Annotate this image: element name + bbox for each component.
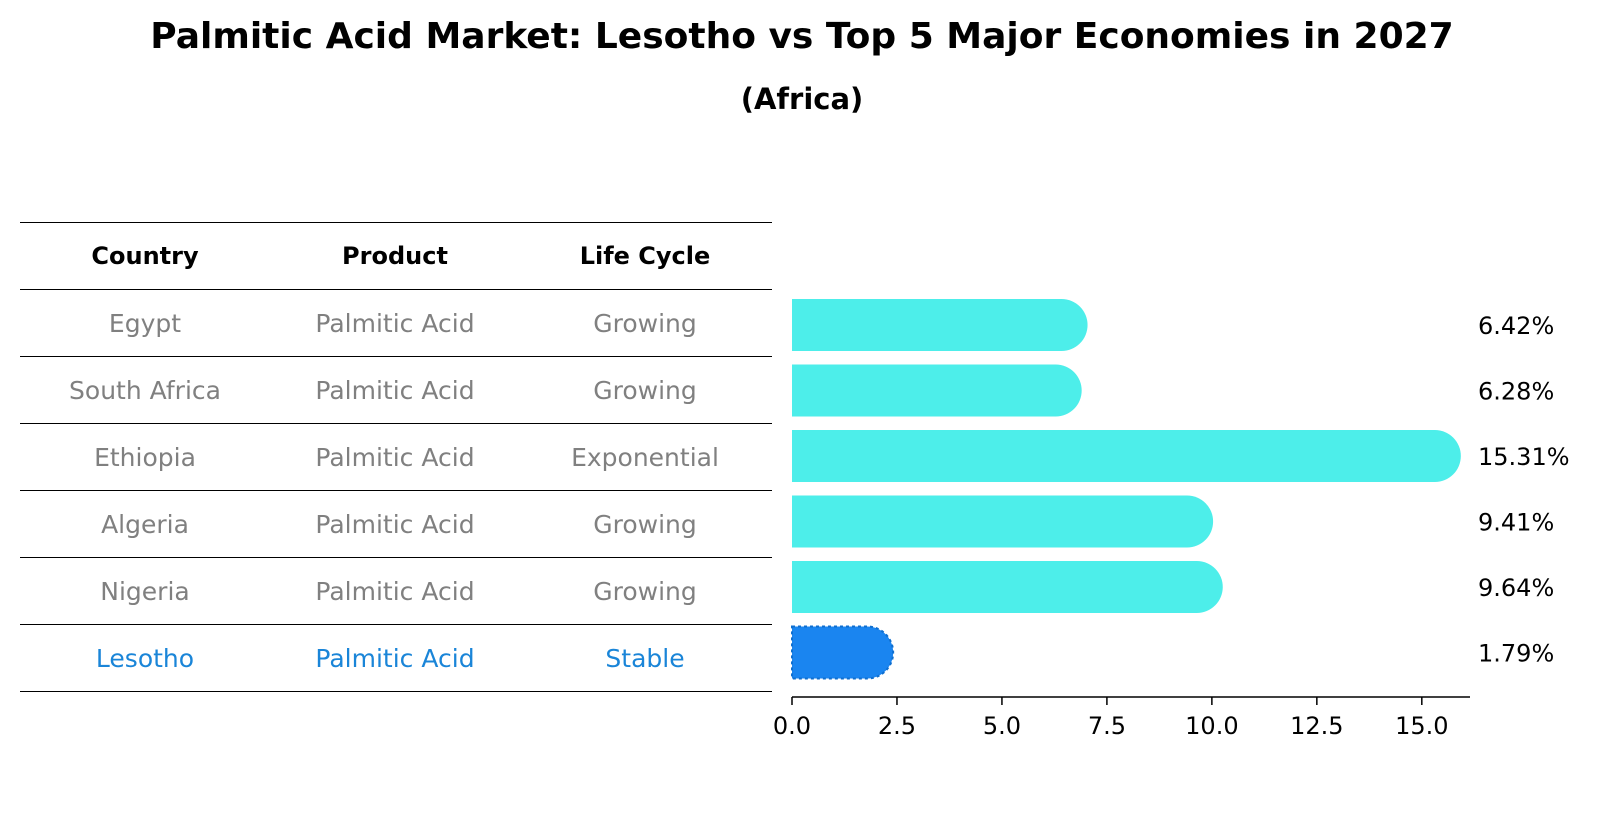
bar-value-label: 9.41%	[1478, 509, 1554, 537]
x-tick-label: 5.0	[983, 712, 1021, 740]
chart-subtitle: (Africa)	[740, 82, 864, 116]
column-header-product: Product	[342, 242, 448, 270]
x-tick-label: 0.0	[773, 712, 811, 740]
chart-title: Palmitic Acid Market: Lesotho vs Top 5 M…	[150, 16, 1454, 57]
table-row: South Africa Palmitic Acid Growing	[20, 356, 772, 423]
table-cell-life-cycle: Growing	[593, 509, 697, 539]
column-header-life-cycle: Life Cycle	[579, 242, 711, 270]
bar-algeria	[792, 495, 1214, 548]
table-cell-country: Lesotho	[95, 643, 195, 673]
bar-highlight-lesotho	[792, 626, 894, 679]
table-cell-life-cycle: Growing	[593, 308, 697, 338]
table-cell-product: Palmitic Acid	[315, 442, 475, 472]
table-row-highlighted: Lesotho Palmitic Acid Stable	[20, 624, 772, 692]
table-row: Ethiopia Palmitic Acid Exponential	[20, 423, 772, 490]
table-cell-life-cycle: Growing	[593, 375, 697, 405]
x-tick-label: 2.5	[878, 712, 916, 740]
data-table: Country Product Life Cycle Egypt Palmiti…	[20, 222, 772, 692]
bar-value-label: 9.64%	[1478, 574, 1554, 602]
bar-value-label: 1.79%	[1478, 640, 1554, 668]
table-cell-life-cycle: Growing	[593, 576, 697, 606]
bar-value-label: 15.31%	[1478, 443, 1570, 471]
table-header-row: Country Product Life Cycle	[20, 222, 772, 289]
bar-egypt	[792, 299, 1088, 351]
table-cell-country: Egypt	[108, 308, 182, 338]
x-tick-label: 12.5	[1290, 712, 1343, 740]
table-cell-product: Palmitic Acid	[315, 375, 475, 405]
table-cell-country: South Africa	[69, 375, 221, 405]
column-header-country: Country	[91, 242, 199, 270]
bar-ethiopia	[792, 430, 1461, 482]
bar-value-label: 6.28%	[1478, 378, 1554, 406]
bar-value-label: 6.42%	[1478, 312, 1554, 340]
table-row: Nigeria Palmitic Acid Growing	[20, 557, 772, 624]
table-row: Algeria Palmitic Acid Growing	[20, 490, 772, 557]
table-cell-life-cycle: Stable	[605, 643, 685, 673]
bar-south-africa	[792, 364, 1082, 417]
bar-highlight-outline	[791, 625, 895, 680]
table-cell-product: Palmitic Acid	[315, 643, 475, 673]
table-cell-product: Palmitic Acid	[315, 509, 475, 539]
table-cell-product: Palmitic Acid	[315, 308, 475, 338]
x-tick-label: 7.5	[1088, 712, 1126, 740]
table-cell-country: Algeria	[101, 509, 189, 539]
table-row: Egypt Palmitic Acid Growing	[20, 289, 772, 356]
table-cell-life-cycle: Exponential	[571, 442, 719, 472]
bar-nigeria	[792, 561, 1223, 613]
x-tick-label: 10.0	[1185, 712, 1238, 740]
table-cell-country: Ethiopia	[94, 442, 196, 472]
table-cell-product: Palmitic Acid	[315, 576, 475, 606]
x-tick-label: 15.0	[1395, 712, 1448, 740]
table-cell-country: Nigeria	[100, 576, 190, 606]
